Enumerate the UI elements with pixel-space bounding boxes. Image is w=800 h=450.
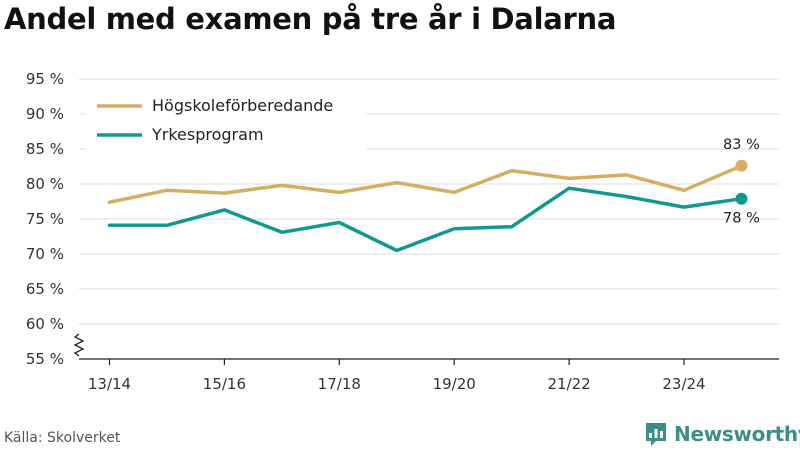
legend-label: Yrkesprogram <box>151 125 264 144</box>
y-tick-label: 65 % <box>26 280 64 298</box>
series-end-point <box>735 159 748 172</box>
x-axis: 13/14 15/16 17/18 19/20 21/22 23/24 <box>79 358 779 393</box>
end-value-label: 78 % <box>723 211 760 227</box>
y-tick-label: 95 % <box>26 70 64 88</box>
legend-label: Högskoleförberedande <box>152 96 333 115</box>
series-line <box>107 186 744 253</box>
legend-background <box>86 92 366 150</box>
line-chart: 55 % 60 % 65 % 70 % 75 % 80 % 85 % 90 % 95 % 13/… <box>26 70 779 393</box>
brand-name: Newsworthy <box>674 422 800 446</box>
y-tick-label: 75 % <box>26 210 64 228</box>
series-line <box>107 164 744 204</box>
x-tick-label: 23/24 <box>662 375 705 393</box>
newsworthy-bar-chart-icon <box>646 423 666 446</box>
legend: Högskoleförberedande Yrkesprogram <box>86 92 366 150</box>
y-tick-label: 70 % <box>26 245 64 263</box>
x-tick-label: 17/18 <box>318 375 361 393</box>
x-tick-label: 21/22 <box>547 375 590 393</box>
x-tick-label: 19/20 <box>433 375 476 393</box>
newsworthy-logo[interactable]: Newsworthy <box>644 419 800 449</box>
axis-break-icon <box>73 333 85 357</box>
y-tick-label: 55 % <box>26 350 64 368</box>
y-tick-label: 85 % <box>26 140 64 158</box>
y-tick-label: 60 % <box>26 315 64 333</box>
y-tick-label: 80 % <box>26 175 64 193</box>
series-end-point <box>735 192 748 205</box>
y-tick-label: 90 % <box>26 105 64 123</box>
series-group: 83 % 78 % <box>107 137 760 253</box>
x-tick-label: 15/16 <box>203 375 246 393</box>
end-value-label: 83 % <box>723 137 760 153</box>
x-tick-label: 13/14 <box>88 375 131 393</box>
y-axis: 55 % 60 % 65 % 70 % 75 % 80 % 85 % 90 % 95 % <box>26 70 85 368</box>
source-note: Källa: Skolverket <box>4 430 121 446</box>
chart-title: Andel med examen på tre år i Dalarna <box>4 2 617 36</box>
